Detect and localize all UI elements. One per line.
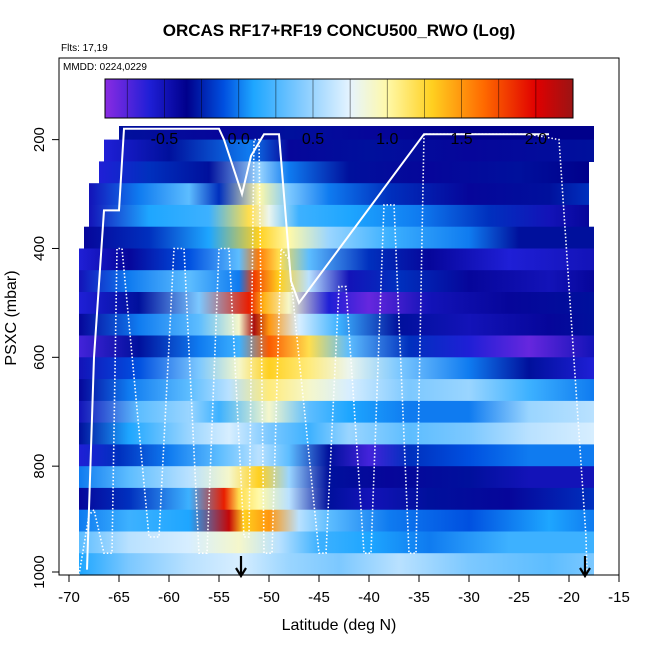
x-tick-label: -45 xyxy=(308,589,330,606)
colorbar: -0.5 0.0 0.5 1.0 1.5 2.0 xyxy=(104,78,574,148)
y-tick-label: 1000 xyxy=(31,555,48,588)
arrow-marker-head xyxy=(579,567,591,579)
x-axis-label: Latitude (deg N) xyxy=(282,617,397,634)
heatmap-row xyxy=(84,226,594,250)
heatmap-row xyxy=(89,204,589,228)
heatmap-row xyxy=(79,292,594,315)
x-tick-label: -60 xyxy=(158,589,180,606)
heatmap-row xyxy=(79,248,594,271)
heatmap-row xyxy=(79,270,594,293)
x-tick-label: -70 xyxy=(58,589,80,606)
x-tick-label: -35 xyxy=(408,589,430,606)
x-tick-label: -65 xyxy=(108,589,130,606)
y-tick-label: 800 xyxy=(31,454,48,479)
colorbar-tick-label: 1.5 xyxy=(450,131,472,148)
x-tick-label: -50 xyxy=(258,589,280,606)
y-tick-label: 600 xyxy=(31,345,48,370)
colorbar-ticks: -0.5 0.0 0.5 1.0 1.5 2.0 xyxy=(126,79,547,148)
colorbar-tick-label: 1.0 xyxy=(376,131,398,148)
heatmap-row xyxy=(79,553,594,576)
heatmap-row xyxy=(79,400,594,424)
x-tick-label: -25 xyxy=(508,589,530,606)
y-axis-label: PSXC (mbar) xyxy=(3,270,20,365)
heatmap-row xyxy=(99,161,589,184)
colorbar-tick-label: 2.0 xyxy=(525,131,547,148)
y-axis: 200 400 600 800 1000 xyxy=(31,127,60,589)
heatmap-row xyxy=(79,357,594,380)
flights-label: Flts: 17,19 xyxy=(61,43,108,54)
heatmap-row xyxy=(79,422,594,445)
heatmap-row xyxy=(89,183,589,206)
colorbar-tick-label: 0.5 xyxy=(302,131,324,148)
dates-label: MMDD: 0224,0229 xyxy=(63,62,147,73)
flight-track-rf19 xyxy=(86,127,549,570)
position-markers xyxy=(235,556,591,579)
colorbar-tick-label: -0.5 xyxy=(151,131,179,148)
x-tick-label: -30 xyxy=(458,589,480,606)
y-tick-label: 400 xyxy=(31,236,48,261)
heatmap-row xyxy=(119,126,594,141)
heatmap-row xyxy=(79,466,594,489)
colorbar-tick-label: 0.0 xyxy=(228,131,250,148)
heatmap-row xyxy=(79,509,594,533)
arrow-marker-head xyxy=(235,567,247,579)
heatmap-row xyxy=(79,379,594,402)
x-tick-label: -55 xyxy=(208,589,230,606)
chart-title: ORCAS RF17+RF19 CONCU500_RWO (Log) xyxy=(163,21,516,40)
heatmap-row xyxy=(79,487,594,511)
x-tick-label: -15 xyxy=(608,589,630,606)
y-tick-label: 200 xyxy=(31,127,48,152)
x-tick-label: -40 xyxy=(358,589,380,606)
plot-area xyxy=(58,57,620,579)
x-tick-label: -20 xyxy=(558,589,580,606)
heatmap-row xyxy=(79,444,594,467)
flight-tracks xyxy=(78,127,588,576)
heatmap-row xyxy=(79,531,594,554)
colorbar-gradient xyxy=(104,78,574,119)
flight-track-rf17 xyxy=(78,133,588,576)
x-axis: -70 -65 -60 -55 -50 -45 -40 -35 -30 -25 -20 -15 xyxy=(58,574,630,606)
